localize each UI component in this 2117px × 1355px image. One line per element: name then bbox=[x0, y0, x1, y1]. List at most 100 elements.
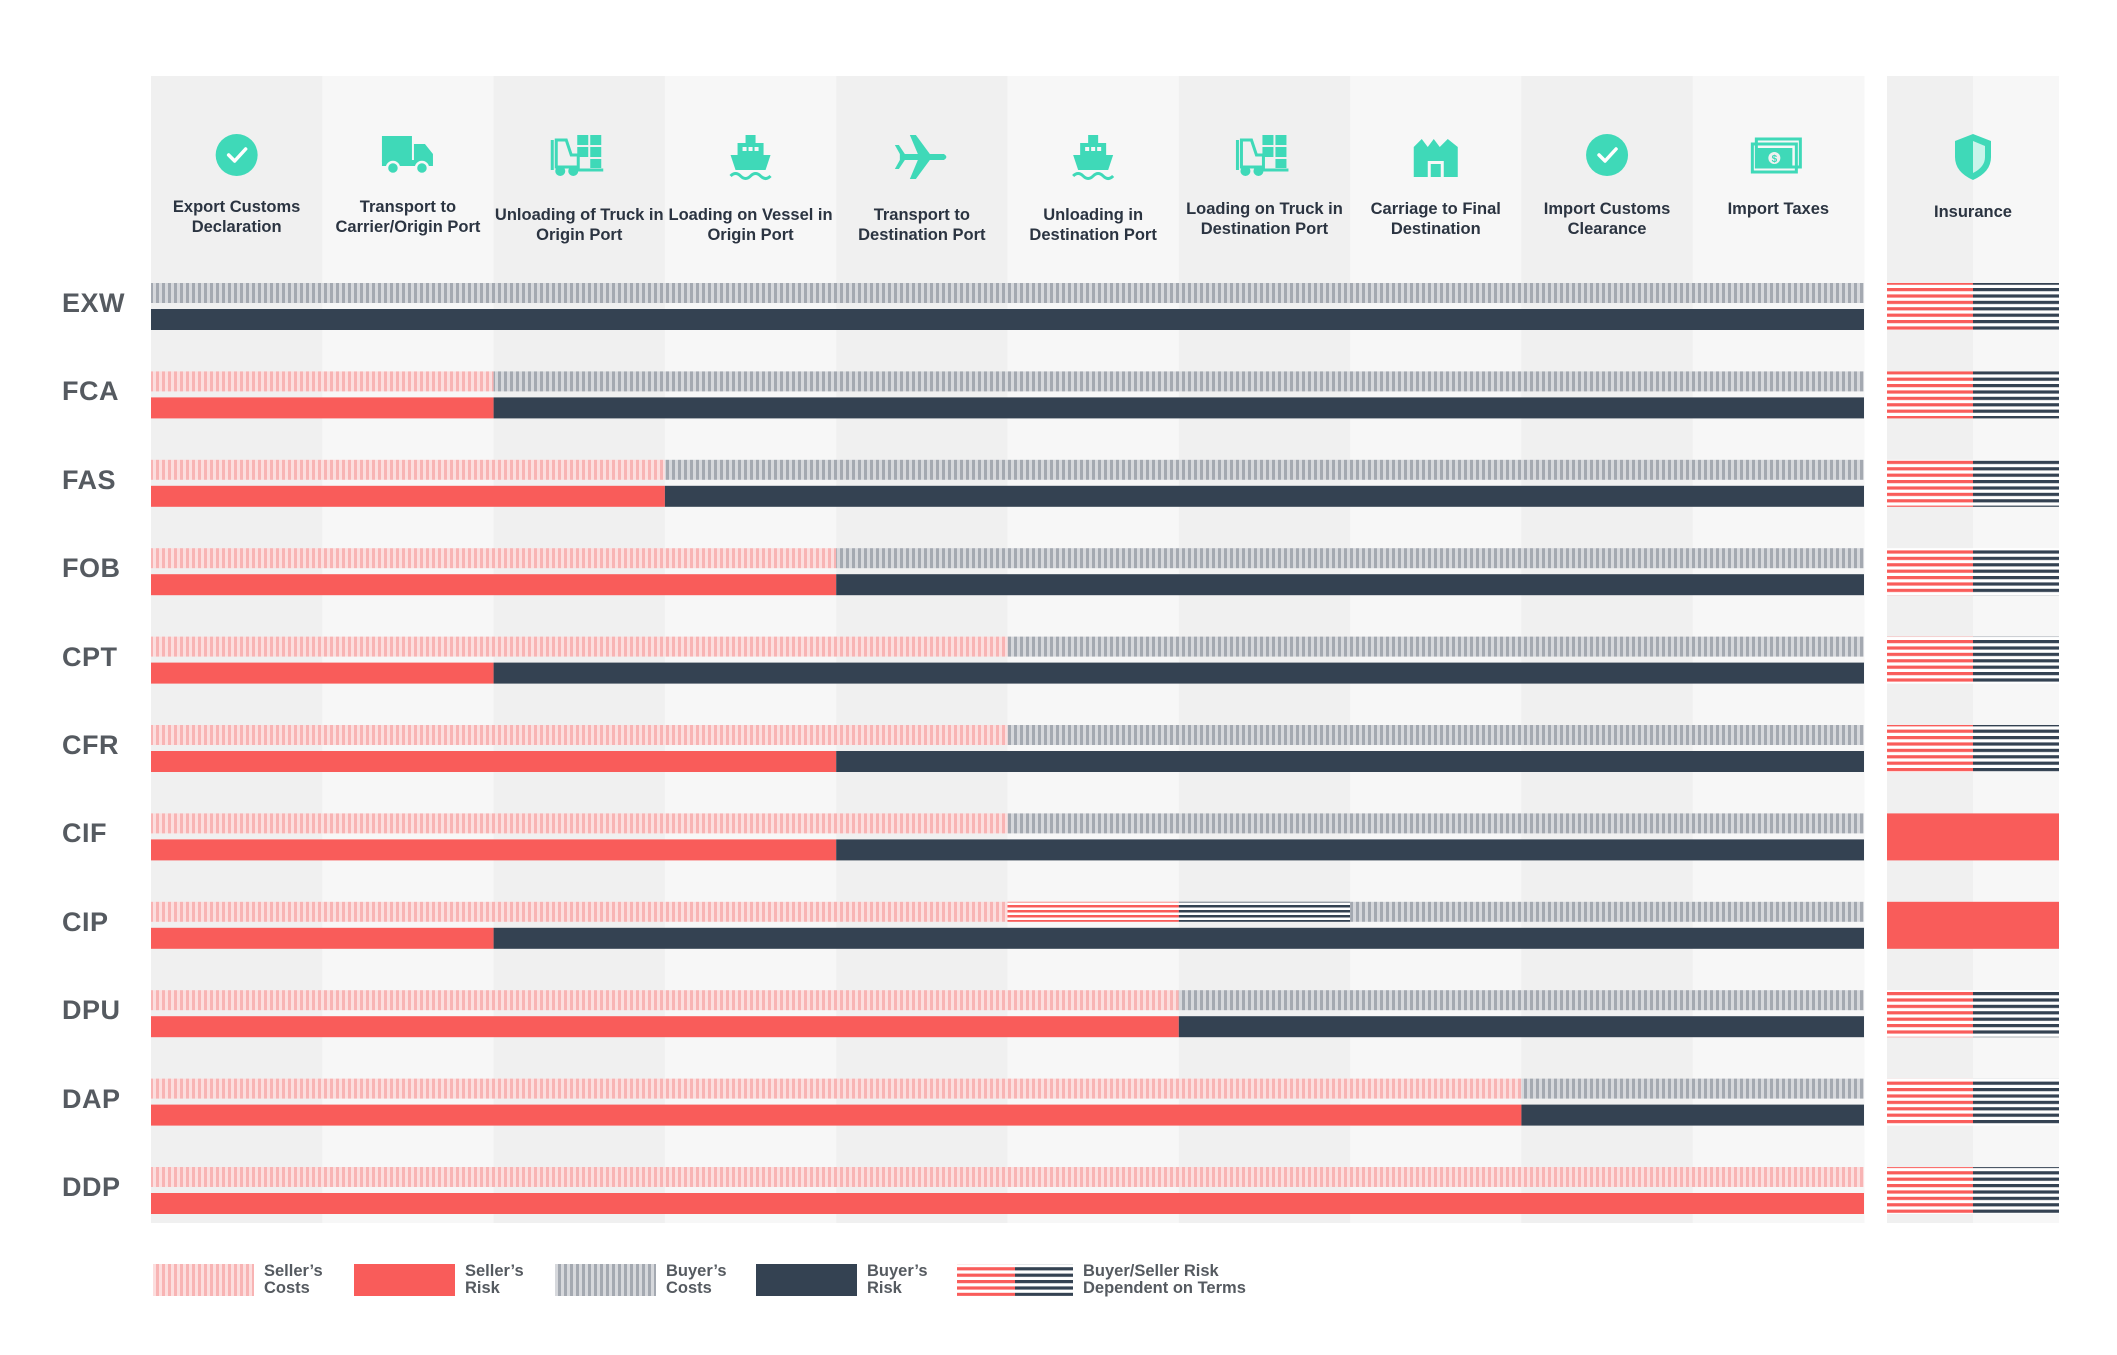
legend-label-seller_costs: Seller’s Costs bbox=[264, 1263, 323, 1297]
seller-costs-bar bbox=[151, 548, 837, 569]
insurance-dependent-seller bbox=[1887, 548, 1973, 596]
term-row-fca bbox=[151, 371, 2059, 419]
column-header-label: Loading on Truck in Destination Port bbox=[1186, 200, 1343, 238]
insurance-dependent-seller bbox=[1887, 283, 1973, 330]
term-row-cip bbox=[151, 901, 2059, 949]
buyer-costs-bar bbox=[664, 459, 1864, 480]
insurance-dependent-buyer bbox=[1973, 1078, 2059, 1126]
insurance-dependent-buyer bbox=[1973, 283, 2059, 330]
seller-risk-bar bbox=[151, 662, 494, 684]
check-circle-icon bbox=[215, 134, 258, 176]
term-row-fas bbox=[151, 459, 2059, 507]
buyer-risk-bar bbox=[836, 751, 1865, 772]
ship-icon bbox=[729, 135, 772, 180]
insurance-seller-cell bbox=[1887, 901, 2059, 949]
insurance-dependent-buyer bbox=[1973, 725, 2059, 772]
legend-label-buyer_costs: Buyer’s Costs bbox=[666, 1263, 727, 1297]
term-row-cfr bbox=[151, 725, 2059, 772]
term-label: CIP bbox=[62, 906, 109, 937]
insurance-dependent-seller bbox=[1887, 725, 1973, 772]
insurance-dependent-buyer bbox=[1973, 636, 2059, 684]
seller-costs-bar bbox=[151, 813, 1008, 834]
legend-label-line: Risk bbox=[465, 1279, 500, 1297]
legend-swatch-seller_costs bbox=[153, 1264, 254, 1296]
warehouse-icon bbox=[1413, 139, 1458, 177]
buyer-costs-bar bbox=[836, 548, 1865, 569]
buyer-risk-bar bbox=[1521, 1104, 1864, 1126]
column-header-label: Loading on Vessel in Origin Port bbox=[668, 206, 833, 244]
buyer-costs-bar bbox=[1350, 901, 1864, 922]
check-circle-icon bbox=[1586, 134, 1629, 176]
legend-label-line: Costs bbox=[666, 1279, 712, 1297]
seller-costs-bar bbox=[151, 459, 665, 480]
legend-label-line: Risk bbox=[867, 1279, 902, 1297]
insurance-dependent-seller bbox=[1887, 371, 1973, 419]
forklift-icon bbox=[1235, 135, 1289, 176]
money-icon: $ bbox=[1750, 137, 1802, 174]
insurance-seller-cell bbox=[1887, 813, 2059, 861]
legend-swatch-buyer_risk bbox=[756, 1264, 857, 1296]
legend-label-line: Buyer’s bbox=[867, 1262, 928, 1280]
term-row-exw bbox=[151, 283, 2059, 330]
insurance-header-label: Insurance bbox=[1934, 203, 2012, 221]
ship-icon bbox=[1072, 135, 1115, 180]
seller-risk-bar bbox=[151, 1193, 1864, 1214]
term-label: EXW bbox=[62, 288, 126, 318]
term-label: FOB bbox=[62, 553, 121, 584]
legend bbox=[153, 1264, 1073, 1296]
term-row-dap bbox=[151, 1078, 2059, 1126]
legend-label-line: Buyer’s bbox=[666, 1262, 727, 1280]
legend-label-line: Buyer/Seller Risk bbox=[1083, 1262, 1219, 1280]
legend-label-line: Dependent on Terms bbox=[1083, 1279, 1246, 1297]
buyer-costs-bar bbox=[1007, 636, 1864, 657]
insurance-dependent-seller bbox=[1887, 459, 1973, 507]
insurance-dependent-buyer bbox=[1973, 548, 2059, 596]
buyer-costs-bar bbox=[493, 371, 1865, 392]
seller-costs-bar bbox=[151, 636, 1008, 657]
shield-icon bbox=[1955, 134, 1991, 180]
dependent-costs-bar-seller bbox=[1007, 901, 1179, 922]
truck-icon bbox=[381, 136, 433, 176]
dependent-costs-bar-buyer bbox=[1178, 901, 1351, 922]
term-row-ddp bbox=[151, 1167, 2059, 1214]
column-header-label: Transport to Destination Port bbox=[858, 206, 986, 244]
term-label: DDP bbox=[62, 1172, 121, 1202]
legend-label-buyer_risk: Buyer’s Risk bbox=[867, 1263, 928, 1297]
legend-swatch-seller_risk bbox=[354, 1264, 455, 1296]
buyer-costs-bar bbox=[151, 283, 1864, 303]
insurance-dependent-buyer bbox=[1973, 459, 2059, 507]
legend-swatch-dependent bbox=[1015, 1264, 1073, 1296]
buyer-risk-bar bbox=[493, 662, 1865, 684]
buyer-costs-bar bbox=[1007, 813, 1864, 834]
buyer-risk-bar bbox=[151, 309, 1864, 330]
buyer-risk-bar bbox=[493, 927, 1865, 949]
bars bbox=[151, 283, 2059, 1214]
buyer-costs-bar bbox=[1178, 990, 1864, 1011]
buyer-risk-bar bbox=[1178, 1016, 1864, 1038]
seller-risk-bar bbox=[151, 927, 494, 949]
column-header-label: Unloading of Truck in Origin Port bbox=[494, 206, 664, 244]
legend-label-seller_risk: Seller’s Risk bbox=[465, 1263, 524, 1297]
column-header-label: Export Customs Declaration bbox=[172, 198, 301, 236]
buyer-costs-bar bbox=[1007, 725, 1864, 745]
insurance-dependent-seller bbox=[1887, 1167, 1973, 1214]
buyer-costs-bar bbox=[1521, 1078, 1864, 1099]
svg-text:$: $ bbox=[1772, 154, 1778, 165]
seller-costs-bar bbox=[151, 1078, 1522, 1099]
term-label: DPU bbox=[62, 995, 121, 1026]
term-label: CIF bbox=[62, 818, 107, 849]
column-header-label: Import Taxes bbox=[1727, 200, 1830, 218]
buyer-risk-bar bbox=[836, 574, 1865, 596]
seller-risk-bar bbox=[151, 397, 494, 419]
term-label: CPT bbox=[62, 641, 118, 672]
column-header-label: Transport to Carrier/Origin Port bbox=[335, 198, 481, 236]
buyer-risk-bar bbox=[493, 397, 1865, 419]
insurance-dependent-seller bbox=[1887, 636, 1973, 684]
term-row-cpt bbox=[151, 636, 2059, 684]
legend-label-line: Costs bbox=[264, 1279, 310, 1297]
term-label: DAP bbox=[62, 1083, 121, 1114]
forklift-icon bbox=[550, 135, 604, 176]
term-label: FAS bbox=[62, 464, 117, 495]
term-row-dpu bbox=[151, 990, 2059, 1038]
